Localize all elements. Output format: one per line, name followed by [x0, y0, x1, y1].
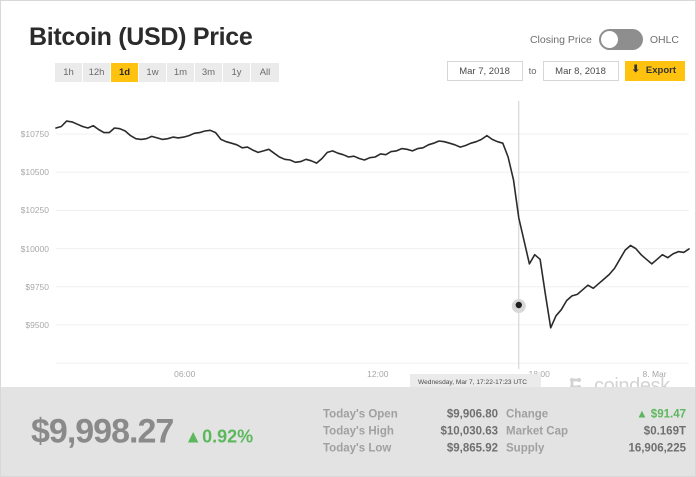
- stat-row: Today's High $10,030.63: [323, 423, 498, 440]
- range-button-all[interactable]: All: [251, 63, 279, 82]
- range-button-12h[interactable]: 12h: [83, 63, 111, 82]
- y-axis-tick-label: $9750: [25, 281, 49, 292]
- current-price-block: $9,998.27 ▲0.92%: [31, 412, 253, 451]
- stat-key: Supply: [506, 442, 545, 454]
- range-button-1m[interactable]: 1m: [167, 63, 195, 82]
- download-arrow-icon: ⬇: [631, 64, 640, 75]
- chart-controls: 1h 12h 1d 1w 1m 3m 1y All Mar 7, 2018 to Mar 8,…: [1, 61, 695, 97]
- price-percent-change: ▲0.92%: [184, 426, 254, 446]
- stat-value: $0.169T: [643, 425, 686, 437]
- y-axis-tick-label: $10250: [20, 205, 49, 216]
- stat-key: Today's High: [323, 425, 394, 437]
- stat-key: Today's Open: [323, 408, 398, 420]
- selected-point-marker: [511, 299, 526, 313]
- widget-header: Bitcoin (USD) Price Closing Price OHLC: [1, 1, 695, 63]
- stat-key: Change: [506, 408, 549, 420]
- toggle-knob-icon: [599, 30, 619, 49]
- range-button-1h[interactable]: 1h: [55, 63, 83, 82]
- price-chart-canvas: [55, 101, 690, 369]
- stat-row: Change ▲ $91.47: [506, 406, 686, 423]
- stat-row: Market Cap $0.169T: [506, 423, 686, 440]
- stat-key: Market Cap: [506, 425, 568, 437]
- y-axis-tick-label: $9500: [25, 319, 49, 330]
- y-axis-tick-label: $10750: [20, 129, 49, 140]
- range-button-1d[interactable]: 1d: [111, 63, 139, 82]
- date-range-controls: Mar 7, 2018 to Mar 8, 2018 ⬇ Export: [446, 61, 685, 81]
- current-price: $9,998.27: [31, 412, 174, 450]
- price-line-series: [55, 120, 690, 329]
- time-range-selector: 1h 12h 1d 1w 1m 3m 1y All: [55, 63, 279, 82]
- date-range-to-label: to: [528, 65, 537, 77]
- y-axis-tick-label: $10000: [20, 243, 49, 254]
- price-chart[interactable]: $10750 $10500 $10250 $10000 $9750 $9500 06:00…: [1, 97, 695, 387]
- stat-value: $9,906.80: [446, 408, 498, 420]
- stat-value: 16,906,225: [628, 442, 686, 454]
- tooltip-date: Wednesday, Mar 7, 17:22-17:23 UTC: [418, 379, 527, 386]
- date-to-input[interactable]: Mar 8, 2018: [542, 61, 619, 81]
- stat-row: Today's Open $9,906.80: [323, 406, 498, 423]
- stat-key: Today's Low: [323, 442, 392, 454]
- chart-type-toggle-switch[interactable]: [598, 29, 643, 50]
- stats-panel: $9,998.27 ▲0.92% Today's Open $9,906.80 To…: [1, 387, 695, 476]
- toggle-label-closing-price: Closing Price: [529, 33, 592, 46]
- range-button-3m[interactable]: 3m: [195, 63, 223, 82]
- stat-value: $9,865.92: [446, 442, 498, 454]
- export-button-label: Export: [645, 65, 676, 76]
- range-button-1w[interactable]: 1w: [139, 63, 167, 82]
- x-axis-tick-label: 8. Mar: [642, 369, 667, 379]
- x-axis-tick-label: 06:00: [174, 369, 196, 379]
- stat-value: $10,030.63: [440, 425, 498, 437]
- stats-column-market: Change ▲ $91.47 Market Cap $0.169T Supply 16,…: [506, 406, 686, 457]
- export-button[interactable]: ⬇ Export: [624, 61, 685, 81]
- chart-type-toggle-group: Closing Price OHLC: [530, 29, 679, 50]
- y-axis-tick-label: $10500: [20, 167, 49, 178]
- toggle-label-ohlc: OHLC: [649, 33, 679, 46]
- stat-row: Supply 16,906,225: [506, 440, 686, 457]
- date-from-input[interactable]: Mar 7, 2018: [446, 61, 523, 81]
- page-title: Bitcoin (USD) Price: [29, 23, 253, 51]
- x-axis-tick-label: 12:00: [367, 369, 389, 379]
- stat-value: ▲ $91.47: [636, 408, 686, 420]
- stat-row: Today's Low $9,865.92: [323, 440, 498, 457]
- range-button-1y[interactable]: 1y: [223, 63, 251, 82]
- chart-gridlines: [56, 133, 689, 364]
- stats-column-today: Today's Open $9,906.80 Today's High $10,030…: [323, 406, 498, 457]
- chart-tooltip: Wednesday, Mar 7, 17:22-17:23 UTC CoinDe…: [410, 374, 541, 387]
